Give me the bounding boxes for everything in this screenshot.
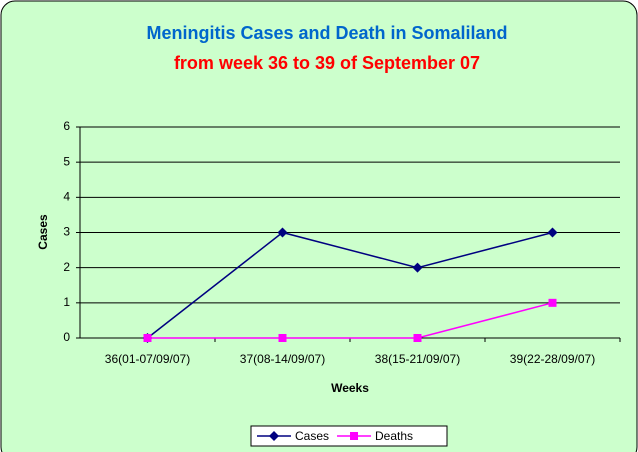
y-axis-label: Cases — [36, 214, 50, 250]
y-tick-label: 2 — [63, 260, 70, 274]
chart-subtitle: from week 36 to 39 of September 07 — [174, 53, 480, 73]
y-tick-label: 0 — [63, 330, 70, 344]
marker — [143, 334, 152, 342]
legend-label: Cases — [295, 429, 329, 443]
marker — [413, 334, 422, 342]
marker — [548, 298, 557, 307]
y-tick-label: 4 — [63, 190, 70, 204]
marker — [278, 334, 287, 342]
x-tick-label: 36(01-07/09/07) — [105, 352, 190, 366]
x-axis-label: Weeks — [331, 381, 369, 395]
y-tick-label: 5 — [63, 154, 70, 168]
marker — [547, 227, 558, 238]
x-tick-label: 39(22-28/09/07) — [510, 352, 595, 366]
chart-title: Meningitis Cases and Death in Somaliland — [146, 23, 507, 43]
marker — [350, 432, 359, 440]
legend-label: Deaths — [375, 429, 413, 443]
y-tick-label: 1 — [63, 295, 70, 309]
x-tick-label: 37(08-14/09/07) — [240, 352, 325, 366]
y-tick-label: 3 — [63, 225, 70, 239]
marker — [277, 227, 288, 238]
x-tick-label: 38(15-21/09/07) — [375, 352, 460, 366]
series-line — [147, 231, 553, 339]
series-line — [147, 302, 553, 339]
marker — [269, 431, 279, 441]
marker — [412, 262, 423, 273]
y-tick-label: 6 — [63, 119, 70, 133]
